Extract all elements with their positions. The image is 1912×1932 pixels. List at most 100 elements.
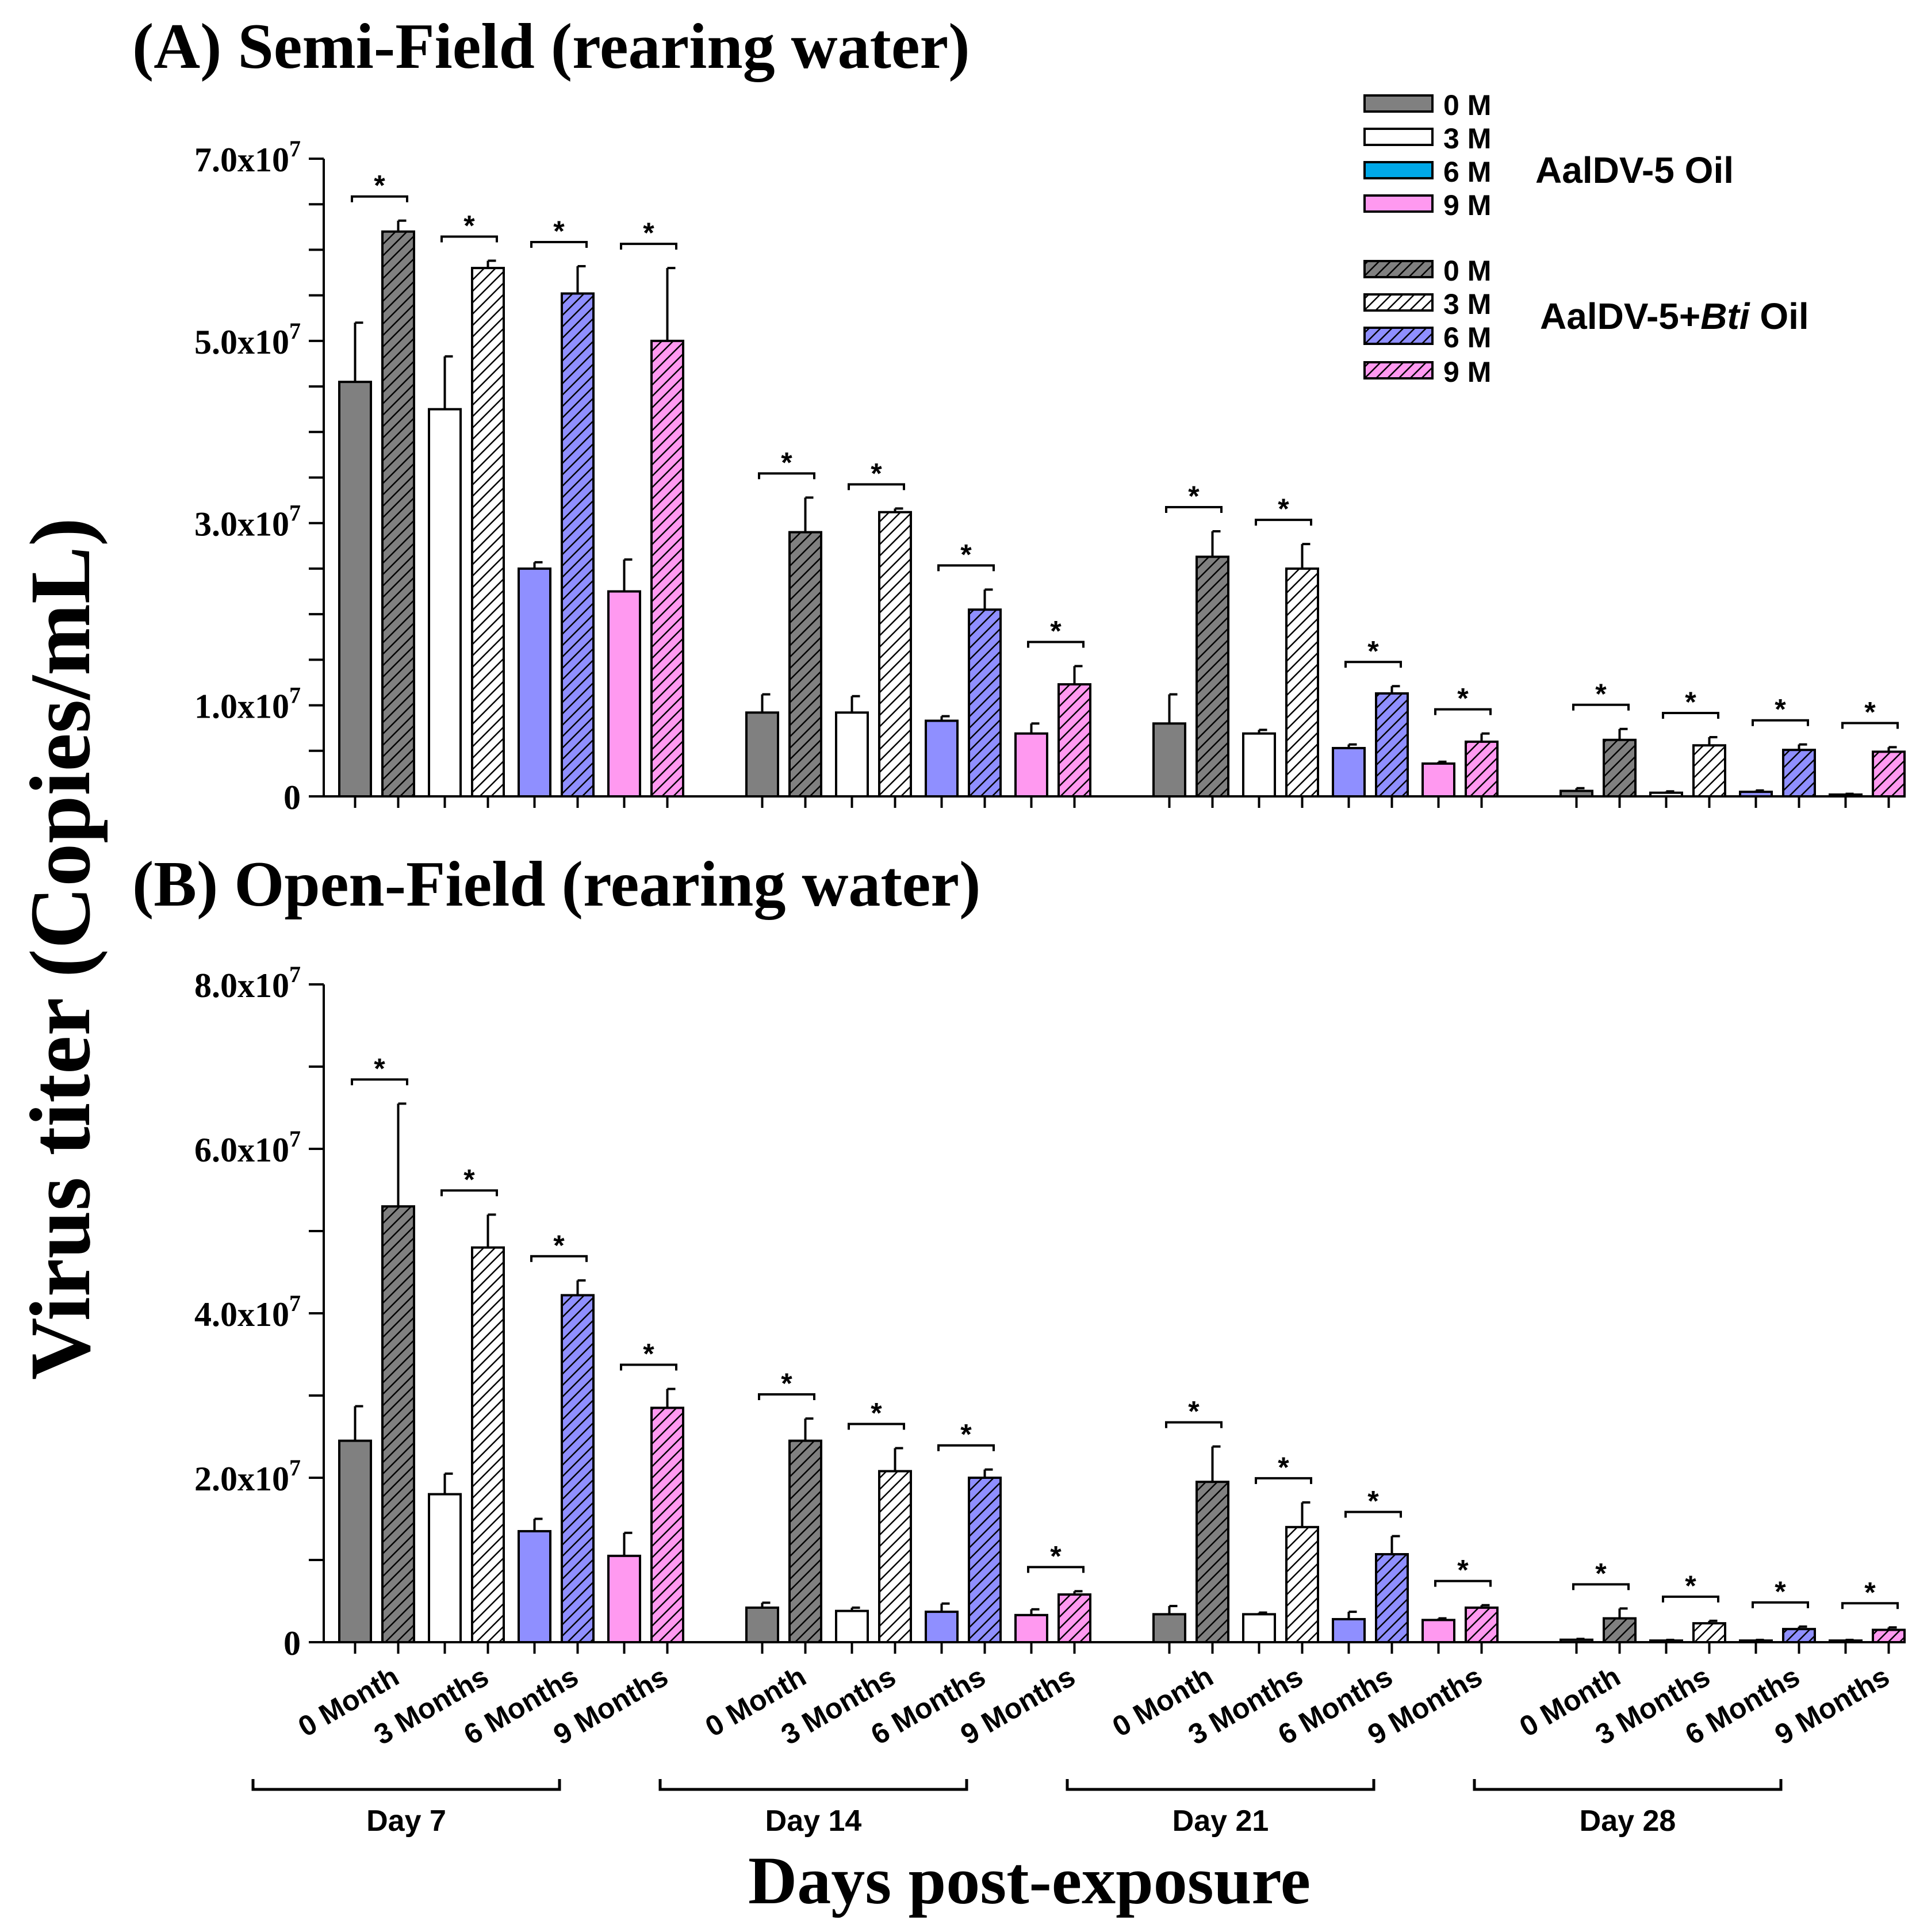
bar-bti <box>1692 1622 1726 1644</box>
bar-bti <box>788 531 822 798</box>
significance-marker: * <box>1367 635 1379 667</box>
bar-oil <box>1332 747 1366 798</box>
significance-bracket <box>1752 1601 1809 1608</box>
significance-marker: * <box>960 1419 972 1451</box>
significance-bracket <box>1752 719 1809 726</box>
bar-bti <box>381 230 415 798</box>
significance-bracket <box>1434 1580 1492 1587</box>
bar-oil <box>835 1609 869 1643</box>
significance-bracket <box>758 472 815 480</box>
x-axis-title: Days post-exposure <box>748 1843 1311 1918</box>
significance-marker: * <box>374 1052 385 1084</box>
significance-marker: * <box>643 217 654 249</box>
significance-bracket <box>1027 1566 1085 1573</box>
bar-oil <box>518 567 551 798</box>
significance-marker: * <box>553 215 565 247</box>
significance-bracket <box>351 1078 408 1086</box>
group-label: Day 28 <box>1580 1804 1676 1838</box>
legend-item-label: 6 M <box>1443 156 1491 188</box>
bar-oil <box>1649 791 1683 798</box>
panel-a: (A) Semi-Field (rearing water) 0 1.0x107 3.… <box>132 11 1906 816</box>
panel-b: (B) Open-Field (rearing water) 0 2.0x107 4.… <box>132 849 1906 1838</box>
legend-swatch <box>1363 161 1434 179</box>
significance-marker: * <box>871 1397 882 1429</box>
bar-oil <box>1152 1613 1186 1643</box>
significance-bracket <box>351 195 408 202</box>
bar-bti <box>1057 683 1091 798</box>
significance-marker: * <box>1685 686 1696 718</box>
legend-item-label: 3 M <box>1443 288 1491 320</box>
legend-swatch <box>1363 94 1434 113</box>
bar-oil <box>925 719 959 798</box>
bar-bti <box>1603 738 1637 798</box>
significance-bracket <box>1572 1583 1630 1590</box>
legend-swatch-hatch <box>1363 361 1434 379</box>
significance-marker: * <box>1864 1576 1876 1608</box>
significance-marker: * <box>1595 1557 1607 1589</box>
legend-item-label: 0 M <box>1443 255 1491 287</box>
bar-oil <box>607 590 641 798</box>
legend-swatch-hatch <box>1363 327 1434 345</box>
bar-bti <box>1196 555 1229 798</box>
significance-bracket <box>1434 708 1492 715</box>
significance-marker: * <box>1367 1485 1379 1517</box>
panel-title: (B) Open-Field (rearing water) <box>132 849 980 920</box>
significance-marker: * <box>871 457 882 489</box>
significance-marker: * <box>1050 1540 1062 1572</box>
legend-item-label: 9 M <box>1443 189 1491 221</box>
legend-group-name: AalDV-5 Oil <box>1535 150 1734 191</box>
bar-bti <box>561 292 595 798</box>
significance-bracket <box>1027 641 1085 648</box>
legend-item-label: 6 M <box>1443 321 1491 354</box>
y-tick-label: 7.0x107 <box>194 136 301 179</box>
significance-marker: * <box>463 1163 475 1195</box>
significance-bracket <box>1662 712 1719 719</box>
bar-oil <box>518 1529 551 1643</box>
group-bracket <box>251 1779 561 1791</box>
legend-swatch-hatch <box>1363 260 1434 278</box>
bar-bti <box>1872 750 1906 798</box>
bar-bti <box>1782 749 1816 798</box>
group-label: Day 14 <box>765 1804 862 1838</box>
significance-marker: * <box>781 1367 792 1400</box>
bar-oil <box>925 1611 959 1644</box>
legend-swatch-hatch <box>1363 293 1434 312</box>
bar-oil <box>1421 1619 1455 1643</box>
y-tick-label: 5.0x107 <box>194 318 301 361</box>
group-label: Day 7 <box>366 1804 446 1838</box>
significance-marker: * <box>1685 1570 1696 1602</box>
significance-bracket <box>1841 722 1899 729</box>
bar-bti <box>1057 1593 1091 1644</box>
legend-item-label: 9 M <box>1443 356 1491 388</box>
significance-marker: * <box>1775 693 1786 726</box>
significance-bracket <box>1344 661 1402 668</box>
bar-bti <box>1196 1481 1229 1643</box>
significance-bracket <box>440 1189 498 1197</box>
bar-oil <box>428 408 462 798</box>
significance-bracket <box>758 1393 815 1401</box>
group-bracket <box>1473 1779 1783 1791</box>
significance-bracket <box>937 564 995 572</box>
bar-bti <box>878 511 912 798</box>
y-tick-label: 2.0x107 <box>194 1455 301 1498</box>
bar-oil <box>1560 789 1593 798</box>
significance-bracket <box>1165 505 1223 513</box>
bar-oil <box>745 1606 779 1643</box>
y-axis-title: Virus titer (Copies/mL) <box>13 518 108 1380</box>
legend-item-label: 0 M <box>1443 89 1491 121</box>
significance-bracket <box>1255 1477 1312 1484</box>
significance-bracket <box>1662 1595 1719 1603</box>
bar-oil <box>1739 791 1773 798</box>
bar-bti <box>878 1470 912 1644</box>
bar-oil <box>1242 1613 1276 1643</box>
bar-oil <box>835 711 869 798</box>
significance-bracket <box>1165 1421 1223 1428</box>
significance-marker: * <box>1188 1396 1200 1428</box>
significance-marker: * <box>1864 696 1876 728</box>
significance-bracket <box>530 240 588 248</box>
bar-oil <box>1560 1638 1593 1643</box>
bar-bti <box>471 1246 505 1644</box>
significance-marker: * <box>1050 615 1062 647</box>
bar-bti <box>1375 1552 1409 1643</box>
